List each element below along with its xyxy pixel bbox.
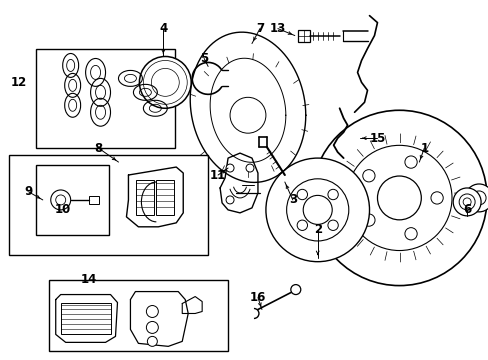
Circle shape (404, 228, 416, 240)
Bar (61, 302, 110, 334)
Bar (136, 180, 154, 215)
Circle shape (146, 306, 158, 318)
Circle shape (327, 189, 338, 200)
Circle shape (297, 189, 307, 200)
Circle shape (362, 170, 374, 182)
Text: 16: 16 (249, 291, 265, 304)
Circle shape (245, 164, 253, 172)
Text: 10: 10 (55, 203, 71, 216)
Bar (36, 49, 175, 148)
Circle shape (139, 57, 191, 108)
Circle shape (146, 321, 158, 333)
Circle shape (51, 190, 71, 210)
Bar (297, 30, 309, 41)
Circle shape (265, 158, 369, 262)
Circle shape (147, 336, 157, 346)
Circle shape (404, 156, 416, 168)
Text: 4: 4 (159, 22, 167, 35)
Circle shape (151, 68, 179, 96)
Text: 7: 7 (255, 22, 264, 35)
Circle shape (155, 72, 175, 92)
Circle shape (458, 194, 474, 210)
Circle shape (452, 188, 480, 216)
Bar (156, 180, 174, 215)
Circle shape (464, 184, 488, 212)
Circle shape (286, 179, 348, 241)
Circle shape (311, 110, 486, 285)
Text: 13: 13 (269, 22, 285, 35)
Text: 2: 2 (313, 223, 321, 236)
Text: 9: 9 (25, 185, 33, 198)
Bar (36, 165, 108, 235)
Circle shape (362, 214, 374, 226)
Circle shape (377, 176, 421, 220)
Circle shape (225, 196, 234, 204)
Circle shape (303, 195, 331, 224)
Text: 6: 6 (462, 203, 470, 216)
Text: 11: 11 (209, 168, 226, 181)
Circle shape (471, 191, 485, 205)
Circle shape (290, 285, 300, 294)
Text: 3: 3 (288, 193, 296, 206)
Circle shape (327, 220, 338, 230)
Circle shape (346, 145, 451, 251)
Circle shape (297, 220, 307, 230)
Text: 5: 5 (200, 52, 208, 65)
Bar (9, 155, 208, 255)
Text: 14: 14 (80, 273, 97, 286)
Circle shape (143, 60, 187, 104)
Bar (49, 280, 227, 351)
Circle shape (225, 164, 234, 172)
Bar (88, 196, 99, 204)
Text: 15: 15 (368, 132, 385, 145)
Circle shape (430, 192, 442, 204)
Circle shape (56, 195, 65, 205)
Text: 8: 8 (94, 141, 102, 155)
Circle shape (147, 64, 183, 100)
Circle shape (462, 198, 470, 206)
Text: 12: 12 (11, 76, 27, 89)
Circle shape (229, 97, 265, 133)
Text: 1: 1 (419, 141, 427, 155)
